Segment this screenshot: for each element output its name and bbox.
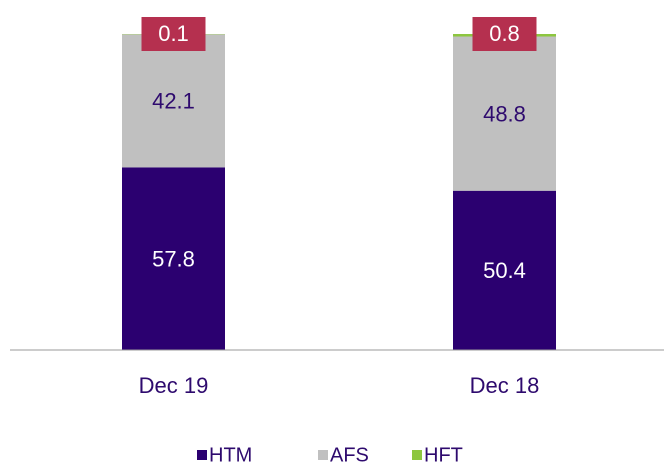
data-label: 50.4	[483, 258, 526, 283]
legend-label: HFT	[424, 444, 463, 466]
data-label: 42.1	[152, 89, 195, 114]
legend-label: HTM	[209, 444, 252, 466]
data-label: 48.8	[483, 101, 526, 126]
data-label: 0.8	[489, 21, 520, 46]
legend-swatch	[412, 450, 422, 460]
data-label: 57.8	[152, 246, 195, 271]
bar-segment	[122, 167, 225, 350]
legend-swatch	[197, 450, 207, 460]
data-label: 0.1	[158, 21, 189, 46]
x-tick-label: Dec 19	[139, 373, 209, 398]
legend-swatch	[318, 450, 328, 460]
bar-segment	[453, 36, 556, 191]
bar-segment	[122, 34, 225, 168]
label-box	[472, 17, 537, 51]
x-tick-label: Dec 18	[470, 373, 540, 398]
legend-label: AFS	[330, 444, 369, 466]
label-box	[141, 17, 206, 51]
bar-segment	[453, 190, 556, 350]
